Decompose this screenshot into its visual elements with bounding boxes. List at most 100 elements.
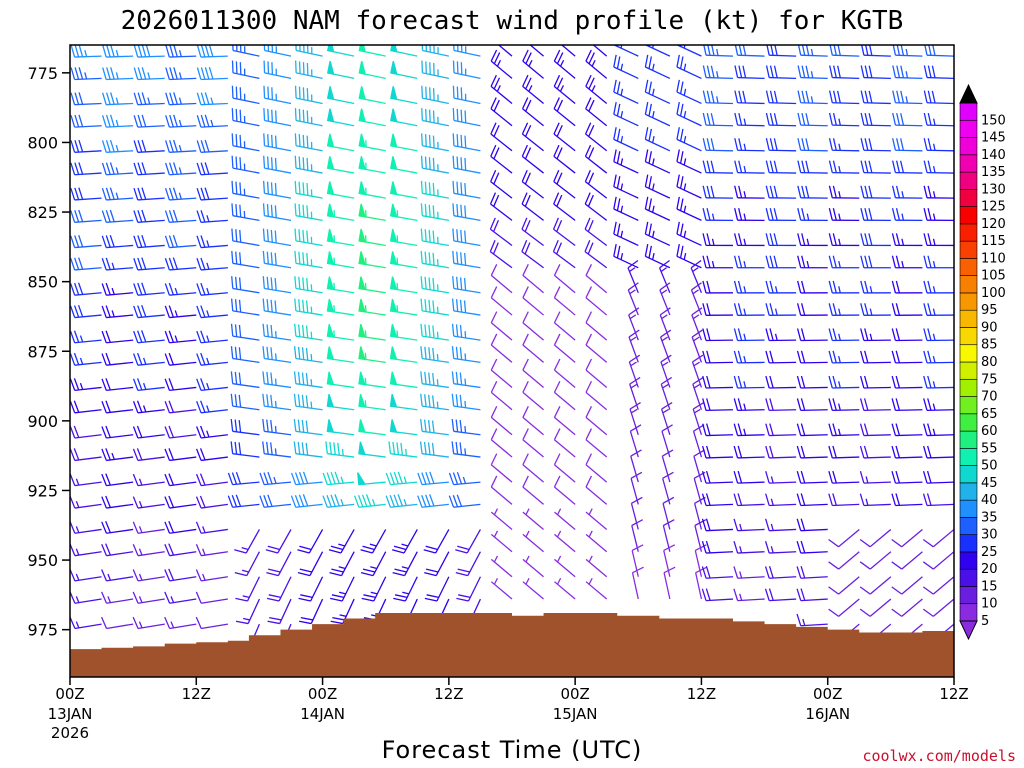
wind-barb	[829, 65, 860, 80]
wind-barb	[490, 508, 513, 530]
wind-barb	[196, 400, 228, 414]
x-tick-label: 00Z	[55, 685, 84, 703]
wind-barb	[553, 428, 576, 458]
wind-barb	[860, 90, 891, 105]
wind-barb	[676, 127, 702, 152]
wind-barb	[828, 90, 860, 105]
wind-barb	[860, 350, 891, 364]
wind-barb	[630, 496, 643, 530]
wind-barb	[227, 494, 260, 508]
wind-barb	[733, 255, 765, 269]
y-tick-label: 825	[27, 203, 58, 222]
wind-barb	[196, 45, 228, 58]
wind-barb	[891, 551, 923, 570]
wind-barb	[196, 66, 228, 81]
wind-barb	[452, 250, 481, 269]
wind-barb	[702, 160, 734, 174]
wind-barb	[262, 346, 292, 364]
colorbar-top-arrow	[959, 83, 978, 104]
wind-barb	[133, 352, 165, 366]
wind-barb	[828, 398, 860, 412]
wind-barb	[521, 122, 544, 152]
wind-barb	[628, 354, 641, 388]
wind-barb	[828, 470, 860, 484]
colorbar-label: 45	[981, 476, 998, 491]
wind-barb	[133, 92, 165, 106]
wind-barb	[796, 350, 828, 364]
wind-barb	[70, 473, 102, 487]
wind-barb	[644, 221, 671, 247]
wind-barb	[828, 528, 860, 548]
wind-barb	[196, 378, 228, 392]
wind-barb	[644, 102, 671, 127]
colorbar-label: 85	[981, 338, 998, 353]
wind-barb	[263, 155, 292, 174]
wind-barb	[585, 428, 608, 458]
wind-barb	[702, 303, 734, 316]
wind-barb	[164, 257, 197, 271]
wind-barb	[195, 448, 228, 462]
y-tick-label: 800	[27, 133, 58, 152]
wind-barb	[644, 244, 671, 269]
wind-barb	[613, 221, 639, 247]
wind-barb	[922, 470, 954, 484]
wind-barb	[101, 257, 134, 271]
wind-barb	[392, 551, 418, 577]
wind-barb	[164, 568, 197, 582]
wind-barb	[70, 234, 102, 249]
wind-barb	[101, 209, 134, 223]
wind-barb	[360, 529, 387, 554]
wind-barb	[231, 180, 260, 199]
wind-barb	[796, 375, 828, 389]
wind-barb	[451, 371, 481, 389]
wind-barb	[195, 616, 228, 630]
wind-barb	[102, 45, 134, 58]
wind-barb	[389, 371, 418, 389]
colorbar-label: 150	[981, 113, 1006, 128]
wind-barb	[891, 208, 923, 222]
colorbar-label: 140	[981, 148, 1006, 163]
wind-barb	[522, 333, 544, 363]
wind-barb	[923, 303, 954, 316]
wind-barb	[859, 398, 891, 412]
colorbar-label: 145	[981, 131, 1006, 146]
wind-barb	[452, 60, 481, 80]
wind-barb	[521, 97, 544, 127]
wind-barb	[522, 358, 544, 388]
wind-barb	[232, 45, 260, 57]
wind-barb	[644, 79, 671, 105]
wind-barb	[552, 217, 576, 246]
wind-barb	[554, 530, 576, 553]
wind-barb	[293, 393, 323, 411]
wind-barb	[101, 495, 134, 509]
wind-barb	[294, 203, 323, 222]
wind-barb	[628, 307, 640, 341]
wind-barb	[297, 529, 324, 554]
wind-barb	[490, 122, 513, 152]
wind-barb	[420, 276, 449, 294]
wind-barb	[613, 196, 639, 221]
wind-barb	[101, 162, 134, 176]
wind-barbs	[70, 45, 954, 650]
wind-barb	[70, 569, 102, 582]
wind-barb	[702, 233, 734, 247]
wind-barb	[796, 565, 828, 579]
wind-barb	[702, 375, 734, 389]
wind-barb	[529, 45, 544, 57]
wind-barb	[658, 259, 671, 294]
wind-barb	[585, 508, 608, 530]
colorbar-legend: 5 10 15 20 25 30 35 40 45 50 55 60 65 70 75 80 85 90 95 100…	[959, 83, 1006, 641]
wind-barb	[293, 371, 323, 389]
wind-barb	[195, 569, 228, 582]
wind-barb	[797, 112, 828, 127]
wind-barb	[420, 250, 449, 269]
wind-barb	[101, 448, 134, 462]
wind-barb	[765, 185, 797, 199]
wind-barb	[585, 49, 608, 79]
wind-barb	[860, 280, 891, 294]
wind-barb	[326, 133, 355, 152]
wind-barb	[734, 185, 765, 199]
wind-barb	[419, 441, 449, 458]
wind-barb	[70, 457, 71, 458]
